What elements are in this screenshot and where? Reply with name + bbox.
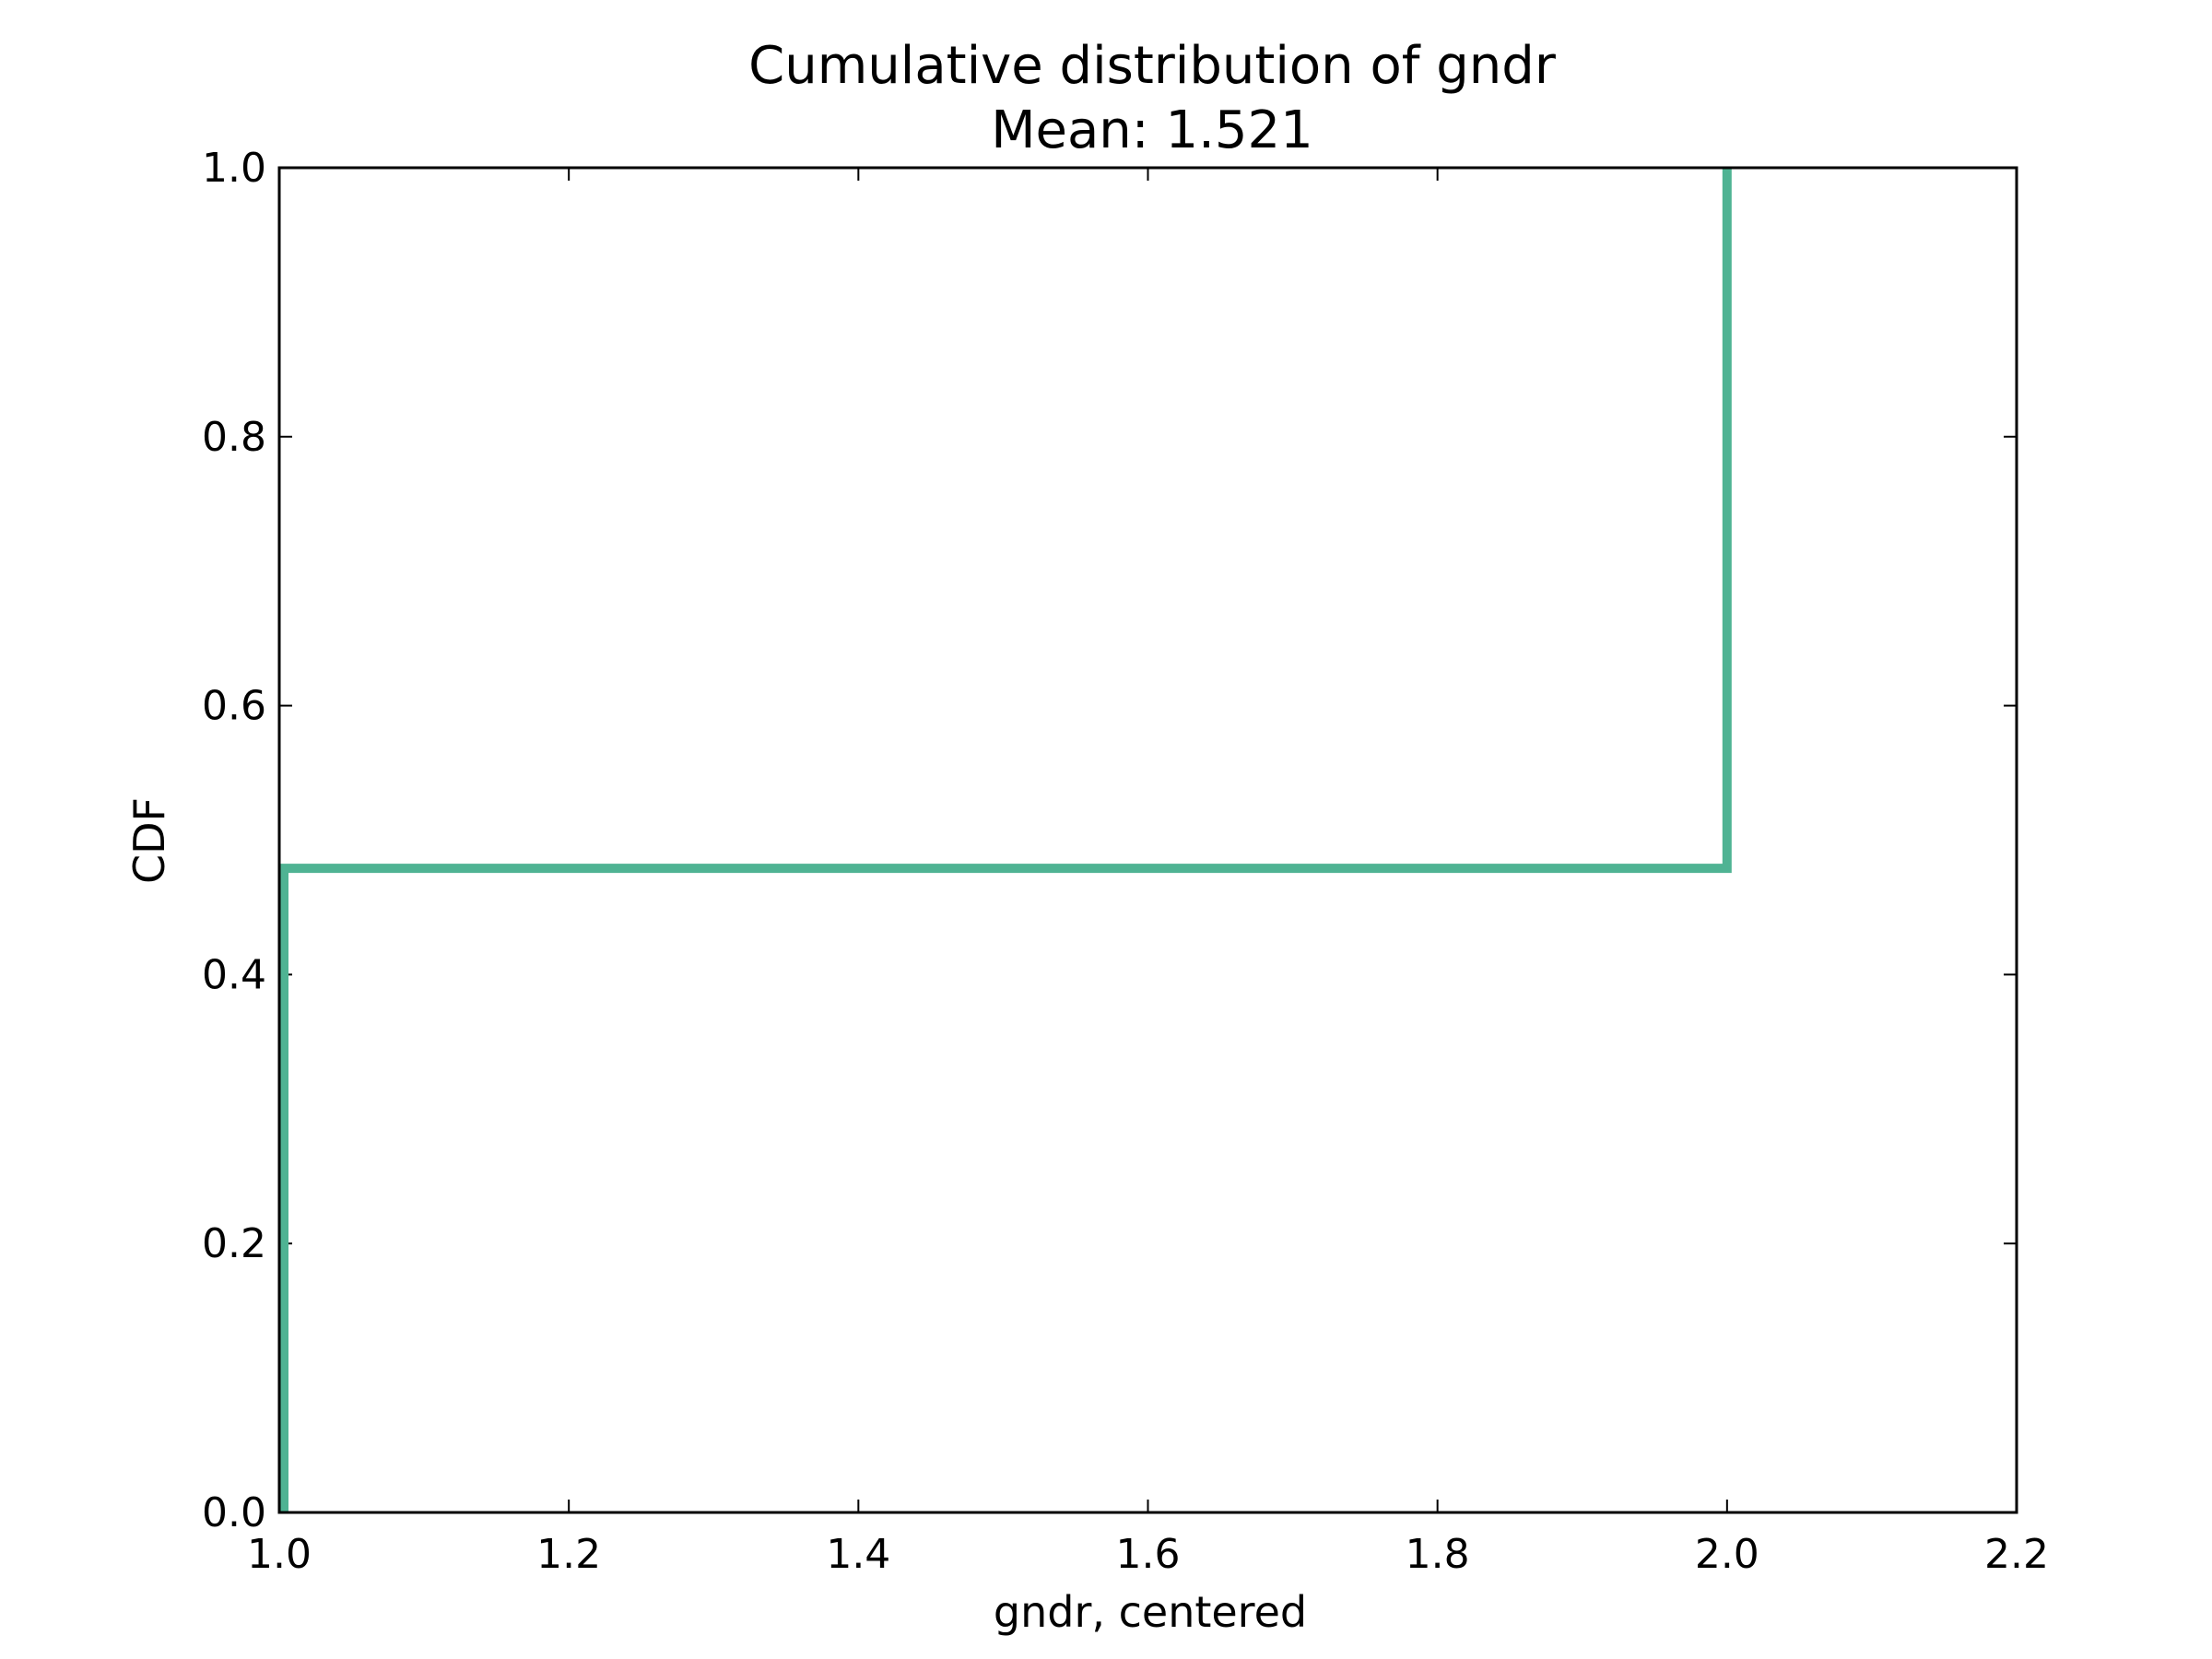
tick-marks (278, 167, 2018, 1513)
y-tick-label: 0.0 (202, 1489, 266, 1536)
plot-area (277, 166, 2018, 1514)
chart-title: Cumulative distribution of gndr (748, 36, 1557, 96)
y-tick-label: 0.6 (202, 683, 266, 730)
x-tick-label: 1.2 (536, 1531, 601, 1578)
plot-frame (277, 166, 2018, 1514)
x-tick-label: 1.6 (1116, 1531, 1181, 1578)
y-tick-label: 1.0 (202, 145, 266, 192)
y-tick-label: 0.2 (202, 1220, 266, 1267)
x-tick-labels: 1.0 1.2 1.4 1.6 1.8 2.0 2.2 (247, 1531, 2049, 1578)
y-tick-labels: 0.0 0.2 0.4 0.6 0.8 1.0 (202, 145, 266, 1536)
x-axis-label: gndr, centered (994, 1587, 1307, 1637)
x-tick-label: 2.2 (1984, 1531, 2049, 1578)
cdf-step-line (279, 168, 1732, 1512)
x-tick-label: 1.4 (826, 1531, 890, 1578)
x-tick-label: 1.8 (1406, 1531, 1470, 1578)
x-tick-label: 1.0 (247, 1531, 312, 1578)
y-tick-label: 0.4 (202, 951, 266, 998)
chart-subtitle: Mean: 1.521 (991, 100, 1313, 160)
x-tick-label: 2.0 (1695, 1531, 1759, 1578)
y-tick-label: 0.8 (202, 414, 266, 461)
series-layer (279, 168, 1732, 1512)
y-axis-label: CDF (124, 797, 174, 884)
